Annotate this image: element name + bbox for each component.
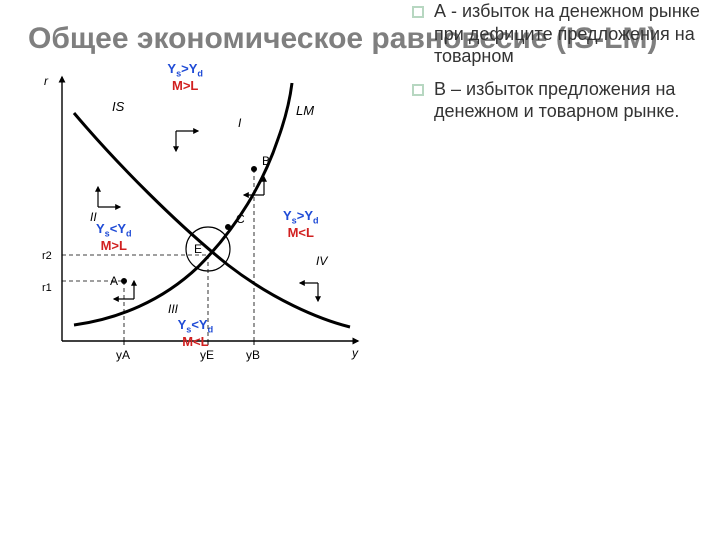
svg-text:A: A xyxy=(110,274,118,288)
svg-text:yE: yE xyxy=(200,348,214,362)
annotation-quadrant-2: Ys<Yd M>L xyxy=(96,222,132,253)
bullet-text: А - избыток на денежном рынке при дефици… xyxy=(434,0,720,68)
svg-text:I: I xyxy=(238,116,242,130)
annotation-quadrant-4: Ys>Yd M<L xyxy=(283,209,319,240)
svg-text:y: y xyxy=(351,346,359,360)
svg-text:III: III xyxy=(168,302,179,316)
svg-text:r: r xyxy=(44,74,49,88)
slide-root: Общее экономическое равновесие (IS-LM) r… xyxy=(0,0,720,540)
bullet-marker-icon xyxy=(410,4,426,20)
m-l-label: M<L xyxy=(182,334,208,349)
svg-text:IV: IV xyxy=(316,254,328,268)
ys-yd-label: Ys<Yd xyxy=(178,317,214,332)
bullet-list: А - избыток на денежном рынке при дефици… xyxy=(410,0,720,133)
annotation-quadrant-3: Ys<Yd M<L xyxy=(178,318,214,349)
svg-text:B: B xyxy=(262,154,270,168)
svg-text:IS: IS xyxy=(112,99,125,114)
m-l-label: M>L xyxy=(172,78,198,93)
svg-text:LM: LM xyxy=(296,103,314,118)
islm-diagram: ryyAyEyBr1r2ISLMEABCIIIIIIIV Ys>Yd M>L Y… xyxy=(28,69,368,389)
svg-text:r1: r1 xyxy=(42,282,52,294)
svg-text:C: C xyxy=(236,212,245,226)
bullet-item: B – избыток предложения на денежном и то… xyxy=(410,78,720,123)
annotation-quadrant-1: Ys>Yd M>L xyxy=(167,62,203,93)
svg-text:yB: yB xyxy=(246,348,260,362)
svg-text:E: E xyxy=(194,242,202,256)
bullet-item: А - избыток на денежном рынке при дефици… xyxy=(410,0,720,68)
svg-text:r2: r2 xyxy=(42,250,52,262)
content-row: ryyAyEyBr1r2ISLMEABCIIIIIIIV Ys>Yd M>L Y… xyxy=(28,69,692,389)
m-l-label: M<L xyxy=(288,225,314,240)
ys-yd-label: Ys>Yd xyxy=(167,61,203,76)
m-l-label: M>L xyxy=(101,238,127,253)
svg-text:yA: yA xyxy=(116,348,130,362)
bullet-marker-icon xyxy=(410,82,426,98)
bullet-text: B – избыток предложения на денежном и то… xyxy=(434,78,720,123)
ys-yd-label: Ys>Yd xyxy=(283,208,319,223)
ys-yd-label: Ys<Yd xyxy=(96,221,132,236)
